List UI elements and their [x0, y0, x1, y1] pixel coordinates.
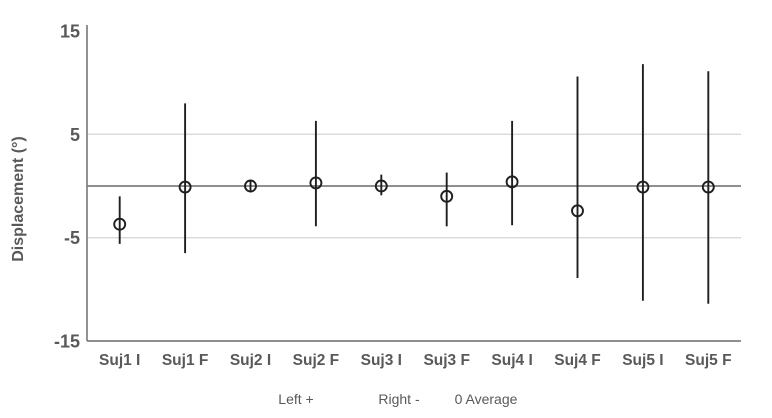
y-tick-label: -5 — [64, 228, 80, 248]
data-point-marker — [701, 180, 715, 194]
data-point-marker — [636, 180, 650, 194]
x-tick-label: Suj1 I — [99, 352, 140, 369]
y-tick-label: 15 — [60, 22, 80, 42]
x-tick-label: Suj1 F — [162, 352, 209, 369]
y-tick-label: 5 — [70, 125, 80, 145]
x-tick-label: Suj2 F — [293, 352, 340, 369]
x-tick-label: Suj4 I — [491, 352, 532, 369]
x-tick-label: Suj3 F — [423, 352, 470, 369]
x-tick-label: Suj5 F — [685, 352, 732, 369]
data-point-marker — [571, 204, 584, 218]
data-point-marker — [244, 179, 257, 193]
x-tick-label: Suj5 I — [622, 352, 663, 369]
data-point-marker — [309, 176, 323, 190]
x-tick-label: Suj2 I — [230, 352, 271, 369]
x-tick-label: Suj4 F — [554, 352, 601, 369]
y-tick-label: -15 — [54, 332, 80, 352]
data-point-marker — [178, 180, 192, 194]
legend-note-zero-average: 0 Average — [454, 391, 518, 407]
data-point-marker — [505, 175, 519, 189]
legend-note-left-positive: Left + — [278, 391, 314, 407]
data-point-marker — [440, 189, 454, 203]
data-point-marker — [113, 217, 127, 231]
legend-note-right-negative: Right - — [378, 391, 420, 407]
x-tick-label: Suj3 I — [361, 352, 402, 369]
data-point-marker — [374, 179, 388, 193]
